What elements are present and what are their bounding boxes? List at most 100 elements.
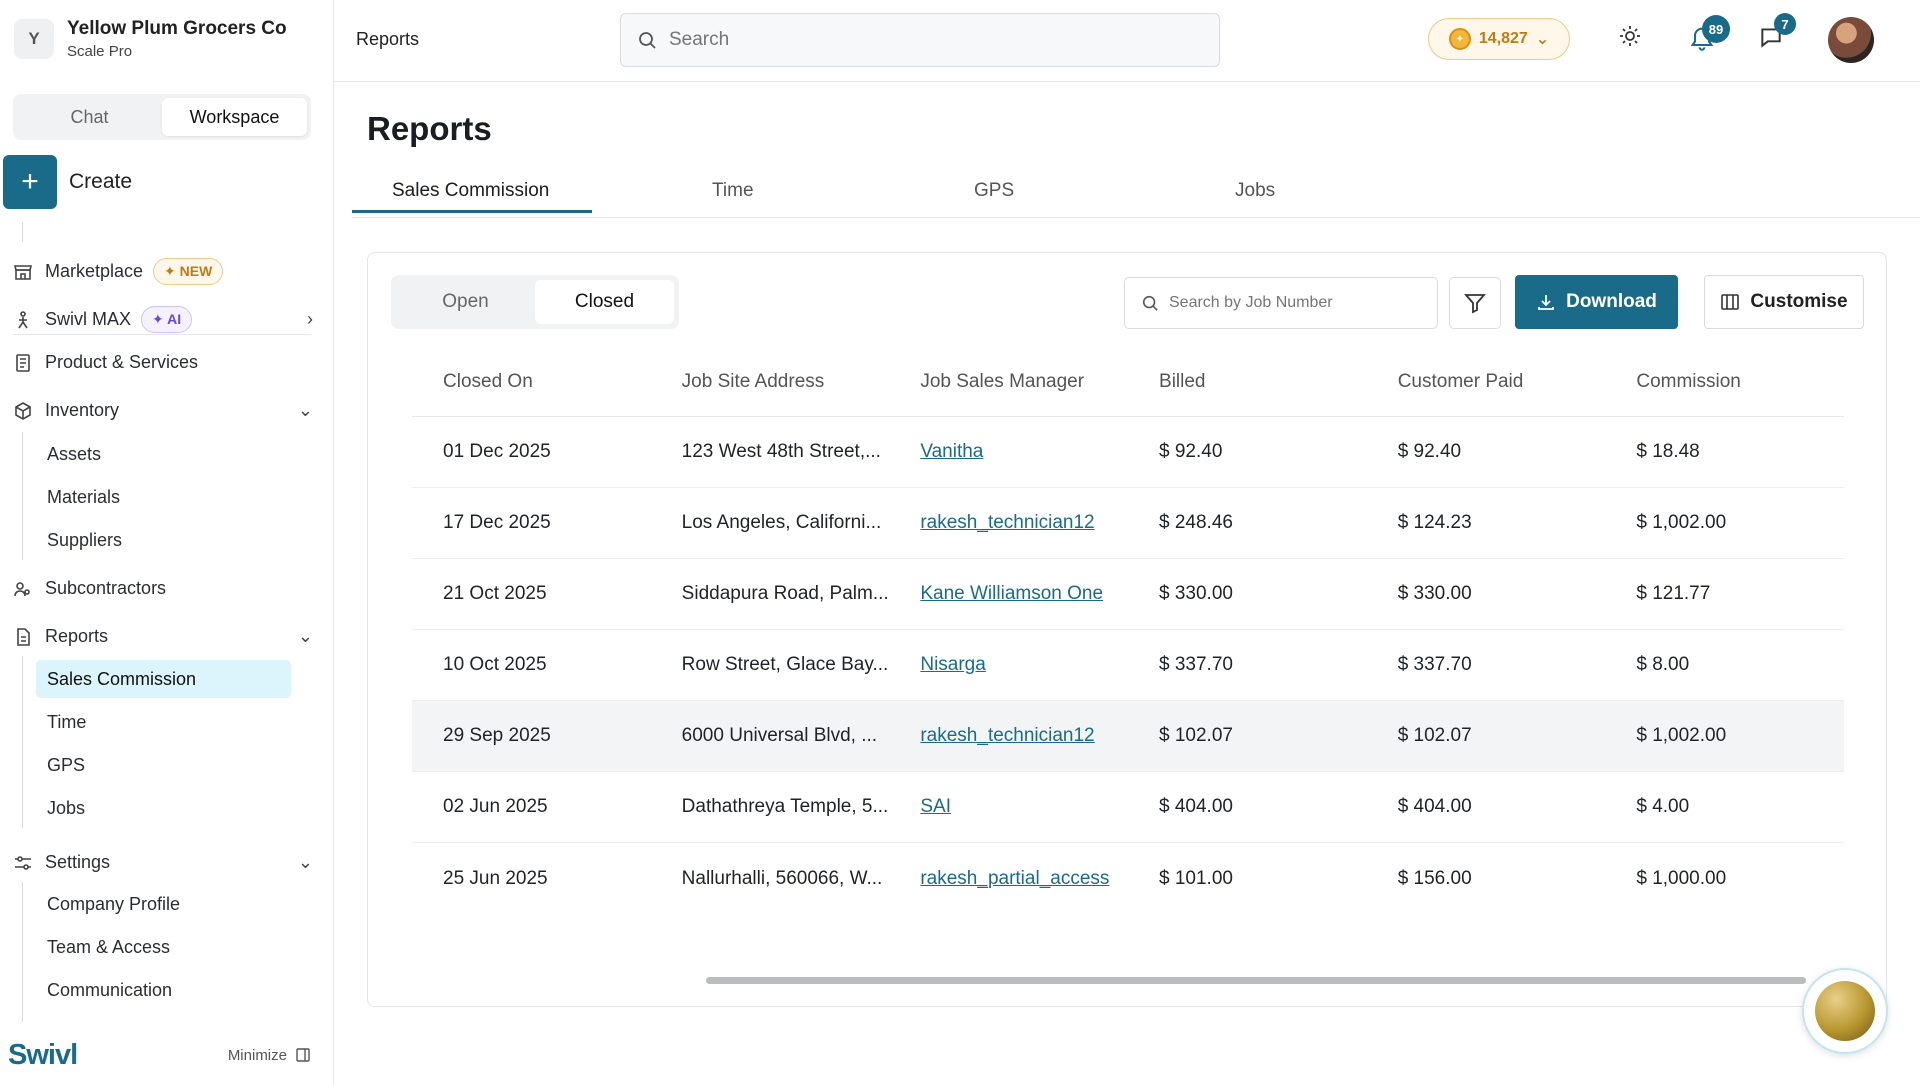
sales-manager-link[interactable]: Kane Williamson One: [920, 583, 1104, 604]
table-row[interactable]: 21 Oct 2025 Siddapura Road, Palm... Kane…: [412, 559, 1844, 630]
job-site-address: Los Angeles, Californi...: [681, 512, 882, 533]
user-avatar[interactable]: [1828, 17, 1874, 63]
minimize-button[interactable]: Minimize: [228, 1047, 311, 1064]
table-row[interactable]: 10 Oct 2025 Row Street, Glace Bay... Nis…: [412, 630, 1844, 701]
sidebar-item-settings[interactable]: Settings ⌄: [13, 852, 313, 873]
sidebar-item-reports[interactable]: Reports ⌄: [13, 626, 313, 647]
assistant-launcher[interactable]: [1802, 968, 1888, 1054]
customer-paid: $ 156.00: [1397, 867, 1472, 889]
sidebar-footer: Swivl Minimize: [0, 1025, 333, 1085]
sidebar-item-assets[interactable]: Assets: [47, 444, 102, 464]
active-nav-highlight: [36, 660, 291, 698]
chevron-down-icon: ⌄: [297, 626, 313, 646]
report-card: Open Closed Download Customise Closed On…: [367, 252, 1887, 1007]
customise-button[interactable]: Customise: [1704, 275, 1864, 329]
chevron-down-icon: ⌄: [297, 852, 313, 872]
commission-table: Closed On Job Site Address Job Sales Man…: [412, 347, 1844, 914]
table-row[interactable]: 01 Dec 2025 123 West 48th Street,... Van…: [412, 417, 1844, 488]
column-header[interactable]: Commission: [1636, 370, 1741, 392]
closed-on: 21 Oct 2025: [443, 583, 547, 604]
search-icon: [1142, 295, 1158, 311]
sun-icon: [1620, 26, 1640, 46]
org-switcher[interactable]: Y Yellow Plum Grocers Co Scale Pro: [14, 18, 287, 60]
chevron-down-icon: ⌄: [1535, 31, 1550, 48]
filter-button[interactable]: [1449, 277, 1501, 329]
message-count: 7: [1774, 13, 1796, 35]
column-header[interactable]: Billed: [1159, 370, 1206, 392]
column-header[interactable]: Customer Paid: [1397, 370, 1524, 392]
sidebar-item-communication[interactable]: Communication: [47, 980, 173, 1000]
tab-jobs[interactable]: Jobs: [1235, 180, 1276, 201]
column-header[interactable]: Closed On: [443, 370, 533, 392]
sidebar-item-company-profile[interactable]: Company Profile: [47, 894, 181, 914]
plus-icon: +: [3, 155, 57, 209]
global-search[interactable]: [620, 13, 1220, 67]
tab-closed[interactable]: Closed: [535, 280, 674, 324]
sidebar-item-team-access[interactable]: Team & Access: [47, 937, 171, 957]
sidebar-item-label: Swivl MAX: [45, 309, 132, 329]
nav-guide: [22, 656, 23, 828]
tab-time[interactable]: Time: [712, 180, 754, 201]
notifications-button[interactable]: 89: [1688, 15, 1730, 57]
table-row[interactable]: 25 Jun 2025 Nallurhalli, 560066, W... ra…: [412, 843, 1844, 914]
sidebar-item-subcontractors[interactable]: Subcontractors: [13, 578, 313, 599]
sidebar-item-inventory[interactable]: Inventory ⌄: [13, 400, 313, 421]
table-row[interactable]: 17 Dec 2025 Los Angeles, Californi... ra…: [412, 488, 1844, 559]
job-site-address: Dathathreya Temple, 5...: [681, 796, 889, 817]
sidebar-item-swivl-max[interactable]: Swivl MAX ✦ AI ›: [13, 306, 313, 333]
sidebar-item-products[interactable]: Product & Services: [13, 352, 313, 373]
sidebar-item-jobs[interactable]: Jobs: [47, 798, 86, 818]
sidebar-item-time[interactable]: Time: [47, 712, 87, 732]
box-icon: [13, 401, 33, 421]
job-search-input[interactable]: [1169, 294, 1429, 312]
org-plan: Scale Pro: [67, 43, 133, 60]
sales-manager-link[interactable]: SAI: [920, 796, 951, 817]
document-icon: [13, 353, 33, 373]
sidebar-item-label: Settings: [45, 852, 111, 872]
coin-icon: ✦: [1448, 28, 1471, 50]
coins-balance[interactable]: ✦ 14,827 ⌄: [1428, 18, 1570, 60]
billed: $ 330.00: [1159, 583, 1233, 604]
breadcrumb: Reports: [356, 29, 420, 49]
sidebar-item-marketplace[interactable]: Marketplace ✦ NEW: [13, 258, 313, 285]
sidebar-item-suppliers[interactable]: Suppliers: [47, 530, 123, 550]
brand-logo: Swivl: [8, 1038, 78, 1071]
download-button[interactable]: Download: [1515, 275, 1678, 329]
column-header[interactable]: Job Sales Manager: [920, 370, 1085, 392]
horizontal-scrollbar[interactable]: [706, 977, 1806, 984]
tab-sales-commission[interactable]: Sales Commission: [392, 180, 550, 201]
job-search[interactable]: [1124, 277, 1438, 329]
table-header: Closed On Job Site Address Job Sales Man…: [412, 347, 1844, 417]
sales-manager-link[interactable]: Nisarga: [920, 654, 986, 675]
sales-manager-link[interactable]: rakesh_partial_access: [920, 867, 1110, 889]
sidebar-item-label: Inventory: [45, 400, 120, 420]
messages-button[interactable]: 7: [1758, 13, 1796, 55]
sales-manager-link[interactable]: Vanitha: [920, 441, 984, 462]
search-input[interactable]: [669, 29, 1169, 51]
table-row[interactable]: 02 Jun 2025 Dathathreya Temple, 5... SAI…: [412, 772, 1844, 843]
tab-workspace[interactable]: Workspace: [162, 98, 307, 136]
sales-manager-link[interactable]: rakesh_technician12: [920, 725, 1095, 746]
theme-toggle[interactable]: [1618, 24, 1642, 53]
sidebar-item-sales-commission[interactable]: Sales Commission: [47, 669, 197, 689]
nav-guide: [22, 882, 23, 1022]
people-icon: [13, 579, 33, 599]
store-icon: [13, 262, 33, 282]
column-header[interactable]: Job Site Address: [681, 370, 825, 392]
sidebar-item-gps[interactable]: GPS: [47, 755, 86, 775]
sidebar-item-materials[interactable]: Materials: [47, 487, 121, 507]
tab-chat[interactable]: Chat: [70, 106, 109, 127]
status-switch: Open Closed: [391, 275, 679, 329]
ai-badge: ✦ AI: [141, 306, 193, 333]
person-run-icon: [13, 310, 33, 330]
customer-paid: $ 337.70: [1397, 654, 1472, 675]
columns-icon: [1721, 294, 1740, 310]
tab-gps[interactable]: GPS: [974, 180, 1015, 201]
commission: $ 1,002.00: [1636, 725, 1727, 746]
create-button[interactable]: + Create: [3, 155, 132, 209]
coins-value: 14,827: [1478, 30, 1528, 47]
sales-manager-link[interactable]: rakesh_technician12: [920, 512, 1095, 533]
tab-open[interactable]: Open: [442, 291, 489, 312]
closed-on: 02 Jun 2025: [443, 796, 548, 817]
table-row[interactable]: 29 Sep 2025 6000 Universal Blvd, ... rak…: [412, 701, 1844, 772]
